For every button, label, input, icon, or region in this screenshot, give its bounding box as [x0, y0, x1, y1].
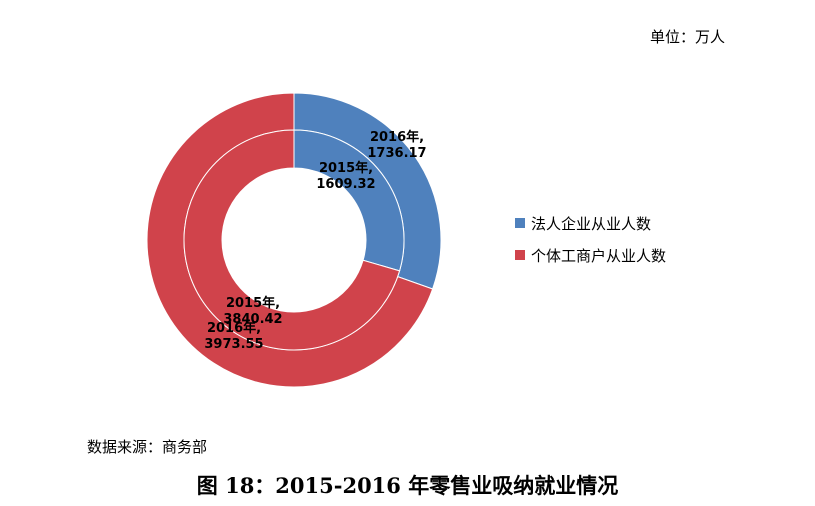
figure-caption: 图 18：2015-2016 年零售业吸纳就业情况 [196, 473, 619, 498]
legend-label-individual: 个体工商户从业人数 [531, 246, 667, 265]
data-label-outer-enterprise: 2016年, 1736.17 [367, 129, 426, 161]
legend-item-individual: 个体工商户从业人数 [515, 245, 666, 265]
chart-slices [146, 92, 442, 388]
data-label-inner-individual: 2015年, 3840.42 [223, 295, 282, 327]
legend-item-enterprise: 法人企业从业人数 [515, 213, 666, 233]
slice-inner-individual [183, 129, 401, 351]
chart-legend: 法人企业从业人数 个体工商户从业人数 [515, 213, 666, 277]
legend-swatch-individual [515, 250, 525, 260]
slice-inner-enterprise [293, 129, 405, 272]
data-label-outer-individual: 2016年, 3973.55 [204, 320, 263, 352]
legend-label-enterprise: 法人企业从业人数 [531, 214, 652, 233]
donut-chart: 2016年, 1736.17 2016年, 3973.55 2015年, 1609.32 2… [146, 92, 442, 388]
data-label-inner-enterprise: 2015年, 1609.32 [316, 160, 375, 192]
legend-swatch-enterprise [515, 218, 525, 228]
unit-label: 单位：万人 [650, 28, 726, 46]
chart-labels: 2016年, 1736.17 2016年, 3973.55 2015年, 1609.32 2… [204, 129, 426, 352]
source-note: 数据来源：商务部 [87, 438, 208, 456]
